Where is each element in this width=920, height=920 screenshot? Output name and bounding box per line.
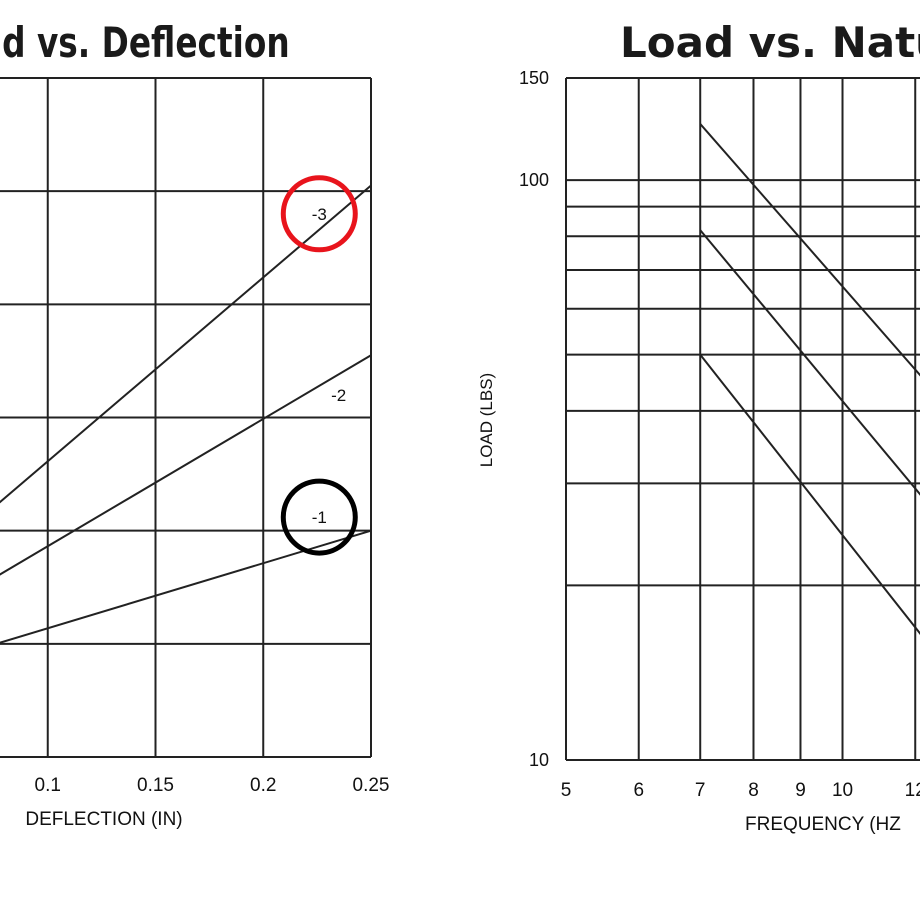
load-vs-natural-frequency-chart: Load vs. Natural Fr 56789101214 10100150… bbox=[477, 18, 920, 835]
x-tick-label: 0.1 bbox=[35, 775, 61, 796]
x-tick-label: 12 bbox=[905, 780, 920, 801]
highlight-circle bbox=[280, 478, 358, 556]
series-line-3 bbox=[699, 354, 920, 636]
curve-label: -2 bbox=[331, 386, 346, 405]
data-marks bbox=[699, 123, 920, 636]
series-line-2 bbox=[699, 229, 920, 496]
load-vs-deflection-chart: ad vs. Deflection -3-1-2 0.1 0.15 0.2 0.25 … bbox=[0, 18, 389, 830]
highlight-circle bbox=[280, 175, 358, 253]
x-tick-labels: 0.1 0.15 0.2 0.25 bbox=[35, 775, 390, 796]
grid bbox=[565, 77, 920, 761]
x-tick-label: 0.25 bbox=[353, 775, 390, 796]
data-marks: -3 -1 -2 bbox=[0, 175, 372, 644]
y-axis-label: LOAD (LBS) bbox=[477, 373, 496, 467]
series-line-2 bbox=[0, 354, 372, 576]
y-tick-label: 100 bbox=[519, 170, 549, 190]
chart-title: Load vs. Natural Fr bbox=[620, 18, 920, 67]
curve-label: -3 bbox=[312, 205, 327, 224]
chart-title: ad vs. Deflection bbox=[0, 18, 290, 67]
x-tick-label: 10 bbox=[832, 780, 853, 801]
curve-label: -1 bbox=[312, 508, 327, 527]
y-tick-label: 10 bbox=[529, 750, 549, 770]
x-axis-label: DEFLECTION (IN) bbox=[25, 809, 182, 830]
x-tick-label: 9 bbox=[795, 780, 806, 801]
x-axis-label: FREQUENCY (HZ bbox=[745, 814, 901, 835]
x-tick-label: 7 bbox=[695, 780, 706, 801]
grid bbox=[0, 77, 372, 758]
series-line-1 bbox=[0, 184, 372, 504]
x-tick-label: 6 bbox=[633, 780, 644, 801]
x-tick-label: 5 bbox=[561, 780, 572, 801]
x-tick-labels: 56789101214 bbox=[561, 780, 920, 801]
x-tick-label: 0.15 bbox=[137, 775, 174, 796]
y-tick-label: 150 bbox=[519, 68, 549, 88]
x-tick-label: 8 bbox=[748, 780, 759, 801]
x-tick-label: 0.2 bbox=[250, 775, 276, 796]
y-tick-labels: 10 100 150 bbox=[519, 68, 549, 770]
series-line-1 bbox=[699, 123, 920, 377]
series-line-3 bbox=[0, 529, 372, 644]
